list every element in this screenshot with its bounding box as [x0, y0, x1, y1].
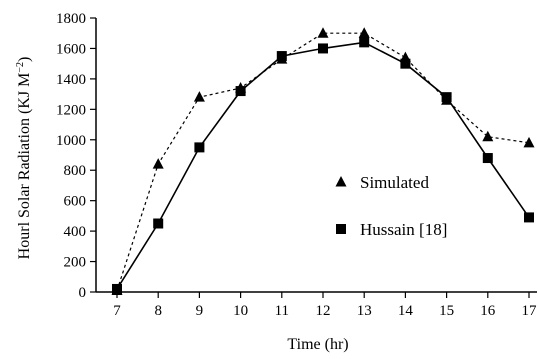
series-lines — [116, 32, 530, 291]
legend: Simulated Hussain [18] — [335, 173, 447, 239]
x-tick-label: 11 — [275, 303, 289, 319]
y-axis-title-close: ) — [16, 57, 33, 62]
y-tick-label: 1200 — [56, 102, 86, 118]
x-tick-label: 13 — [357, 303, 372, 319]
y-tick-label: 400 — [64, 224, 87, 240]
y-axis-title-superscript: −2 — [15, 62, 26, 73]
y-tick-label: 1400 — [56, 72, 86, 88]
x-tick-label: 15 — [439, 303, 454, 319]
x-tick-label: 8 — [154, 303, 162, 319]
y-tick-label: 1800 — [56, 11, 86, 27]
x-axis-title: Time (hr) — [287, 336, 348, 353]
square-marker — [482, 153, 493, 164]
y-tick-label: 200 — [64, 255, 87, 271]
square-marker — [235, 86, 246, 97]
y-axis-title-main: Hourl Solar Radiation (KJ M — [16, 73, 33, 260]
x-tick-label: 10 — [233, 303, 248, 319]
series-markers — [111, 27, 535, 295]
x-tick-label: 9 — [196, 303, 204, 319]
x-tick-label: 14 — [398, 303, 414, 319]
legend-label: Simulated — [360, 173, 429, 192]
square-marker — [318, 43, 328, 54]
triangle-marker — [152, 158, 164, 169]
y-axis-title: Hourl Solar Radiation (KJ M−2) — [15, 57, 33, 260]
y-tick-label: 800 — [64, 163, 87, 179]
y-tick-label: 1000 — [56, 133, 86, 149]
triangle-marker — [358, 27, 370, 38]
x-tick-label: 12 — [316, 303, 331, 319]
square-marker — [194, 142, 205, 153]
triangle-marker — [193, 91, 205, 102]
triangle-marker — [317, 27, 329, 38]
legend-triangle-marker — [335, 176, 347, 187]
square-marker — [400, 58, 411, 69]
x-tick-label: 7 — [113, 303, 121, 319]
square-marker — [153, 218, 164, 229]
x-tick-label: 17 — [522, 303, 538, 319]
square-marker — [524, 212, 534, 223]
axes: 0 200 400 600 800 1000 1200 1400 1600 1800 7 8 9 10 11… — [56, 11, 537, 319]
series-line-1 — [116, 32, 530, 291]
y-tick-label: 0 — [79, 285, 87, 301]
square-marker — [441, 92, 452, 103]
triangle-marker — [482, 130, 494, 142]
square-marker — [276, 51, 287, 62]
square-marker — [359, 37, 370, 48]
series-line-2 — [116, 41, 530, 290]
legend-label: Hussain [18] — [360, 220, 447, 239]
square-marker — [112, 283, 122, 294]
triangle-marker — [523, 136, 535, 148]
legend-square-marker — [336, 224, 346, 234]
y-tick-label: 600 — [64, 194, 87, 210]
y-tick-label: 1600 — [56, 41, 86, 57]
x-tick-label: 16 — [480, 303, 496, 319]
